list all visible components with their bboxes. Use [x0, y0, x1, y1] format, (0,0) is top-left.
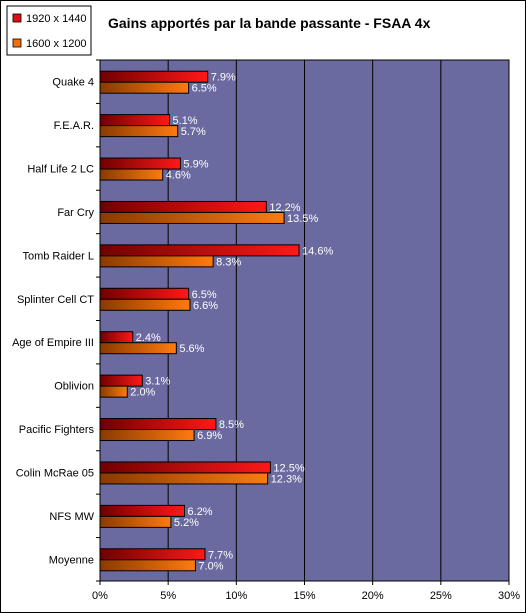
- data-label: 6.5%: [192, 289, 217, 301]
- data-label: 2.0%: [130, 387, 155, 399]
- data-label: 5.9%: [183, 159, 208, 171]
- bar-1920: [99, 548, 206, 561]
- bar-1600: [99, 125, 179, 138]
- bar-1600: [99, 342, 177, 355]
- bar-1920: [99, 200, 267, 213]
- legend-swatch-1920: [12, 13, 22, 23]
- bars: 7.9%6.5%5.1%5.7%5.9%4.6%12.2%13.5%14.6%8…: [99, 70, 333, 572]
- bar-1600: [99, 429, 195, 442]
- data-label: 6.9%: [197, 430, 222, 442]
- category-label: Splinter Cell CT: [17, 294, 94, 306]
- data-label: 2.4%: [136, 332, 161, 344]
- legend: 1920 x 1440 1600 x 1200: [6, 5, 92, 56]
- bar-1920: [99, 461, 271, 474]
- x-tick-label: 20%: [362, 590, 384, 602]
- data-label: 8.5%: [219, 419, 244, 431]
- bar-1600: [99, 298, 191, 311]
- data-label: 12.3%: [271, 473, 302, 485]
- data-label: 7.0%: [198, 560, 223, 572]
- legend-label-1920: 1920 x 1440: [26, 13, 87, 25]
- data-label: 5.2%: [174, 517, 199, 529]
- category-label: Colin McRae 05: [16, 467, 94, 479]
- category-label: Pacific Fighters: [19, 424, 95, 436]
- data-label: 12.5%: [273, 462, 304, 474]
- category-label: F.E.A.R.: [54, 120, 94, 132]
- category-labels: Quake 4 F.E.A.R. Half Life 2 LC Far Cry Tomb…: [12, 59, 100, 582]
- x-tick-label: 10%: [225, 590, 247, 602]
- legend-swatch-1600: [12, 38, 22, 48]
- data-label: 7.9%: [211, 72, 236, 84]
- category-label: Half Life 2 LC: [27, 164, 94, 176]
- data-label: 6.6%: [193, 300, 218, 312]
- bar-1920: [99, 244, 300, 257]
- bar-1920: [99, 114, 171, 127]
- bar-1600: [99, 472, 269, 485]
- bar-1600: [99, 385, 128, 398]
- category-label: Quake 4: [52, 77, 94, 89]
- bar-1600: [99, 515, 172, 528]
- x-tick-label: 15%: [293, 590, 315, 602]
- category-label: NFS MW: [49, 511, 94, 523]
- x-tick-label: 5%: [160, 590, 176, 602]
- data-label: 5.1%: [173, 115, 198, 127]
- data-label: 4.6%: [166, 170, 191, 182]
- x-tick-label: 30%: [498, 590, 520, 602]
- bar-1920: [99, 287, 190, 300]
- data-label: 7.7%: [208, 549, 233, 561]
- bar-1600: [99, 168, 164, 181]
- x-tick-label: 0%: [92, 590, 108, 602]
- x-tick-labels: 0% 5% 10% 15% 20% 25% 30%: [92, 581, 520, 602]
- chart-title: Gains apportés par la bande passante - F…: [108, 15, 431, 31]
- bar-1920: [99, 418, 217, 431]
- category-label: Tomb Raider L: [22, 250, 94, 262]
- bar-1600: [99, 211, 285, 224]
- bar-1920: [99, 70, 209, 83]
- x-tick-label: 25%: [430, 590, 452, 602]
- legend-label-1600: 1600 x 1200: [26, 38, 87, 50]
- bar-1920: [99, 331, 134, 344]
- data-label: 3.1%: [145, 376, 170, 388]
- bar-1600: [99, 81, 190, 94]
- bar-1600: [99, 559, 196, 572]
- bar-1600: [99, 255, 214, 268]
- category-label: Far Cry: [57, 207, 94, 219]
- data-label: 14.6%: [302, 245, 333, 257]
- category-label: Moyenne: [49, 554, 94, 566]
- bar-1920: [99, 157, 181, 170]
- bar-1920: [99, 504, 186, 517]
- grid-lines: [167, 60, 442, 581]
- data-label: 6.5%: [192, 83, 217, 95]
- category-label: Oblivion: [54, 381, 94, 393]
- data-label: 5.6%: [179, 343, 204, 355]
- data-label: 6.2%: [188, 506, 213, 518]
- data-label: 5.7%: [181, 126, 206, 138]
- data-label: 13.5%: [287, 213, 318, 225]
- category-label: Age of Empire III: [12, 337, 94, 349]
- data-label: 8.3%: [216, 256, 241, 268]
- data-label: 12.2%: [269, 202, 300, 214]
- bar-1920: [99, 374, 143, 387]
